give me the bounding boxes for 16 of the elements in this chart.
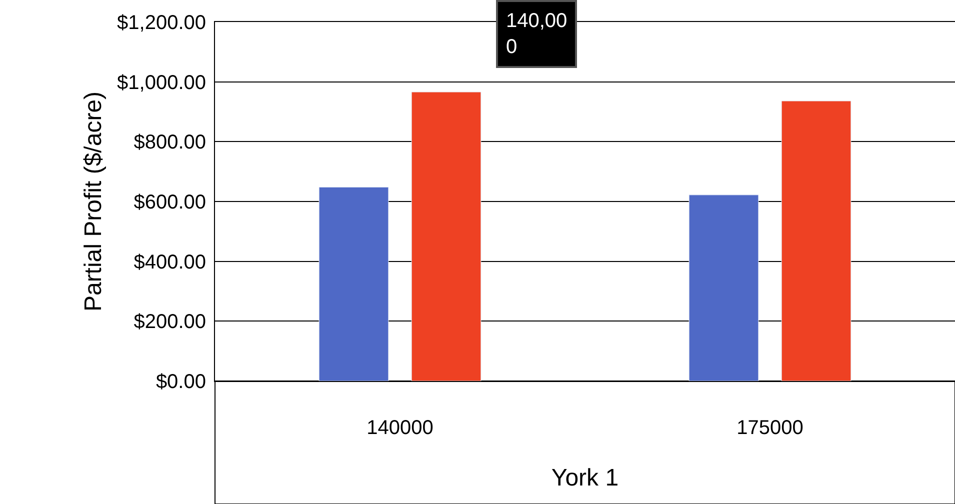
bar bbox=[318, 186, 389, 381]
bar bbox=[411, 92, 482, 381]
y-axis-title: Partial Profit ($/acre) bbox=[80, 91, 108, 312]
annotation: 140,00 0 bbox=[506, 10, 568, 58]
y-tick-label: $400.00 bbox=[134, 251, 206, 274]
x-axis-title: York 1 bbox=[551, 464, 619, 492]
y-tick-label: $800.00 bbox=[134, 132, 206, 154]
y-tick-label: $1,200.00 bbox=[117, 12, 206, 34]
y-tick-label: $1,000.00 bbox=[117, 72, 206, 94]
bar bbox=[781, 100, 852, 381]
y-tick-label: $0.00 bbox=[156, 371, 206, 393]
y-tick-label: $600.00 bbox=[134, 192, 206, 214]
y-tick-label: $200.00 bbox=[134, 311, 206, 334]
x-tick-label: 140000 bbox=[366, 417, 434, 439]
x-tick-label: 175000 bbox=[736, 417, 804, 439]
bar bbox=[688, 194, 759, 381]
